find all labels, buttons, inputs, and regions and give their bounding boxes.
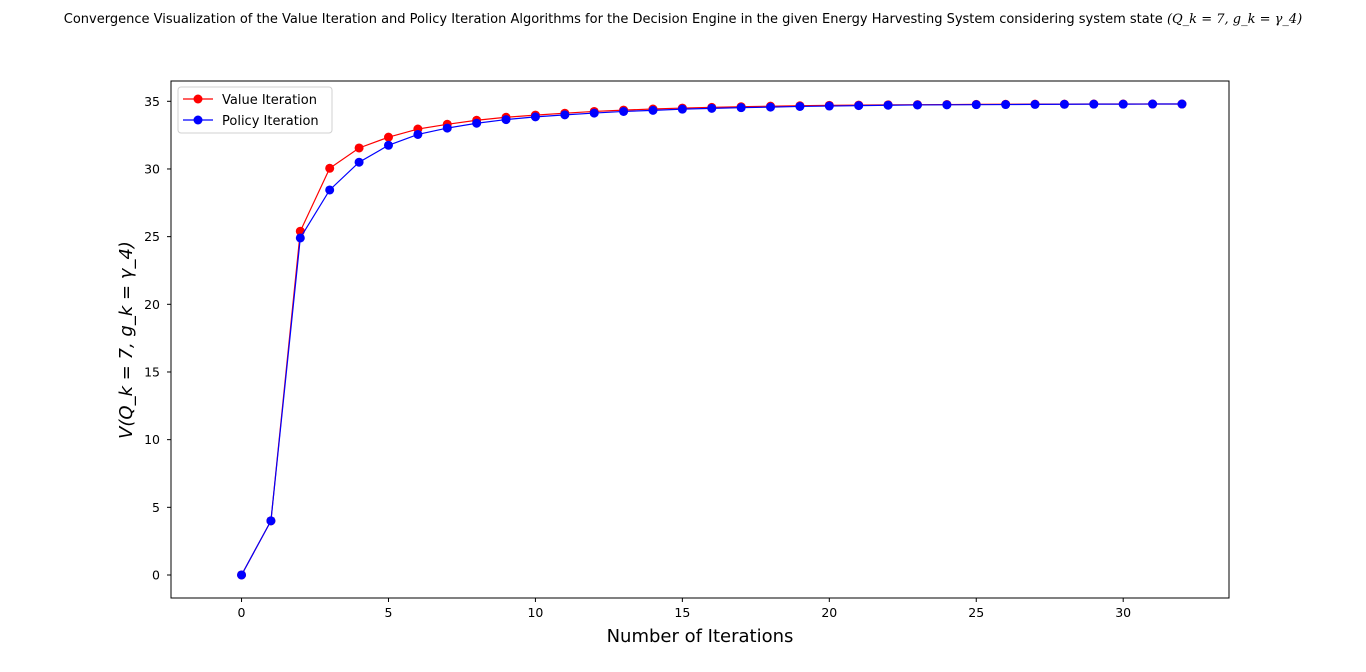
series-2-point — [766, 102, 776, 112]
series-1-point — [383, 132, 393, 142]
series-2-point — [795, 101, 805, 111]
y-tick-label: 25 — [144, 229, 160, 244]
legend-marker-1 — [193, 94, 203, 104]
y-axis-label: V(Q_k = 7, g_k = γ_4) — [116, 241, 137, 439]
series-2-point — [530, 112, 540, 122]
x-tick-label: 5 — [385, 605, 393, 620]
series-2-point — [1030, 99, 1040, 109]
series-2-point — [354, 157, 364, 167]
series-2-point — [824, 101, 834, 111]
series-2-point — [501, 115, 511, 125]
series-1-point — [354, 143, 364, 153]
y-tick-label: 30 — [144, 161, 160, 176]
series-line-1 — [241, 103, 1182, 576]
series-2-point — [237, 570, 247, 580]
series-2-point — [472, 118, 482, 128]
chart-title: Convergence Visualization of the Value I… — [0, 12, 1366, 27]
axes-frame — [170, 80, 1230, 599]
series-2-point — [560, 110, 570, 120]
axes: 0 5 10 15 20 25 30 0 5 10 15 20 25 30 35 — [144, 80, 1230, 620]
y-tick-label: 5 — [152, 500, 160, 515]
series-2-point — [707, 103, 717, 113]
y-tick-label: 20 — [144, 297, 160, 312]
series-2-point — [1089, 99, 1099, 109]
series-2-point — [1177, 99, 1187, 109]
y-tick-label: 15 — [144, 364, 160, 379]
series-2-point — [325, 185, 335, 195]
y-tick-label: 10 — [144, 432, 160, 447]
series-2-point — [912, 100, 922, 110]
series-2-point — [736, 103, 746, 113]
series-2-point — [1118, 99, 1128, 109]
legend-label-2: Policy Iteration — [222, 114, 319, 129]
series-2-point — [442, 123, 452, 133]
series-2-point — [589, 108, 599, 118]
series-2-point — [648, 105, 658, 115]
x-tick-label: 20 — [821, 605, 837, 620]
series-2-point — [619, 106, 629, 116]
series-2-point — [295, 233, 305, 243]
legend: Value Iteration Policy Iteration — [177, 86, 333, 134]
chart-title-math: (Q_k = 7, g_k = γ_4) — [1166, 12, 1303, 27]
series-2-point — [413, 129, 423, 139]
series-line-2 — [241, 103, 1182, 576]
legend-label-1: Value Iteration — [222, 93, 317, 108]
series-2-point — [677, 104, 687, 114]
y-tick-label: 35 — [144, 94, 160, 109]
chart-title-text: Convergence Visualization of the Value I… — [63, 12, 1163, 27]
series-2-point — [383, 140, 393, 150]
series-2-point — [883, 100, 893, 110]
legend-box — [177, 86, 333, 134]
x-tick-label: 0 — [238, 605, 246, 620]
legend-marker-2 — [193, 115, 203, 125]
series-2-point — [942, 100, 952, 110]
x-axis-label: Number of Iterations — [607, 626, 794, 647]
series-2-point — [266, 516, 276, 526]
x-tick-label: 15 — [674, 605, 690, 620]
series-2-point — [971, 100, 981, 110]
x-tick-label: 25 — [968, 605, 984, 620]
series-2-point — [1059, 99, 1069, 109]
x-tick-label: 30 — [1115, 605, 1131, 620]
series-2-point — [1001, 100, 1011, 110]
series-1-point — [325, 163, 335, 173]
series-2-point — [1148, 99, 1158, 109]
plot-area — [237, 99, 1187, 580]
x-tick-label: 10 — [527, 605, 543, 620]
y-tick-label: 0 — [152, 567, 160, 582]
series-2-point — [854, 101, 864, 111]
